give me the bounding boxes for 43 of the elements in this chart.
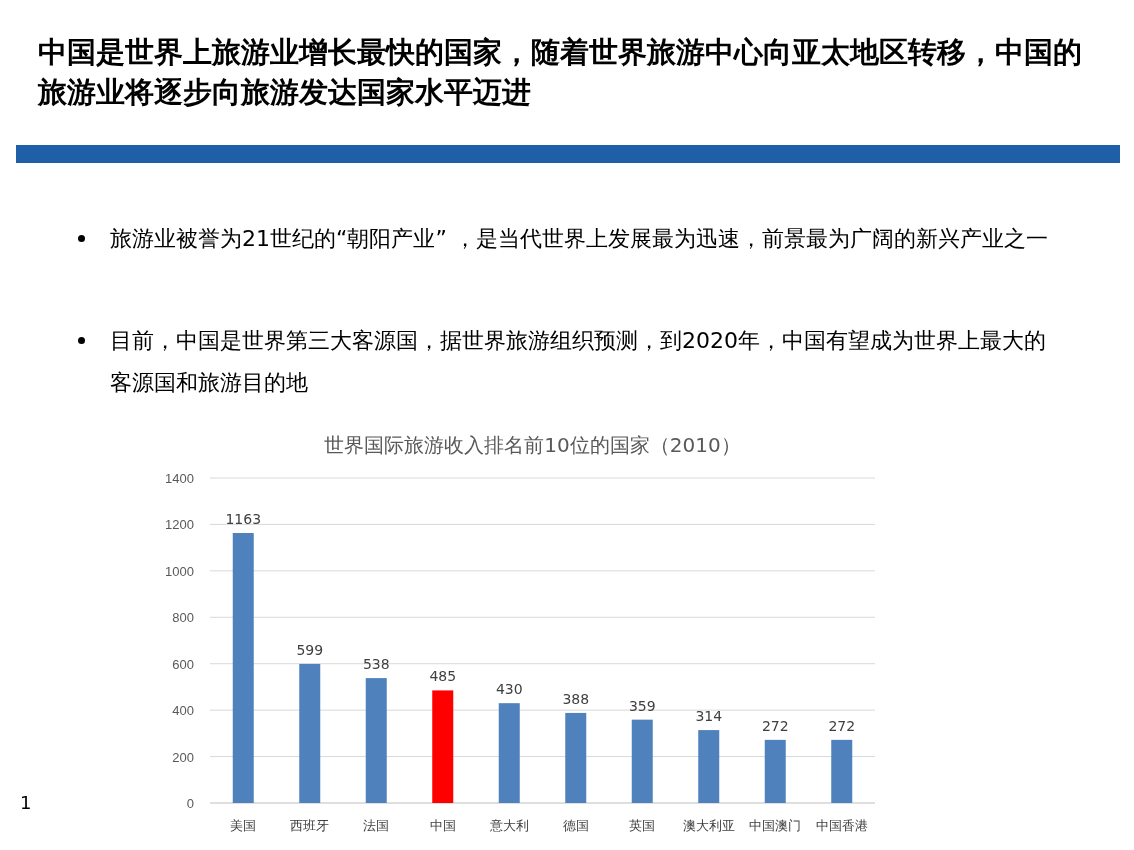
x-tick-label: 美国 [230,818,257,833]
x-tick-label: 英国 [629,818,656,833]
data-label: 388 [562,690,590,707]
text: 目前，中国是世界第三大客源国，据世界旅游组织预测，到2020年，中国有望成为世界上最大的客源国和旅游目的地 [110,328,1046,395]
x-tick-label: 西班牙 [290,818,330,833]
chart-subtitle: 世界国际旅游收入排名前10位的国家（2010） [324,433,741,457]
data-label: 430 [495,681,523,698]
x-tick-label: 中国 [429,818,456,833]
data-label: 272 [828,717,856,734]
data-label: 599 [296,641,324,658]
bar [698,730,720,803]
data-label: 538 [362,656,390,673]
x-tick-label: 德国 [562,818,589,833]
chart-title: 中国是世界上旅游业增长最快的国家，随着世界旅游中心向亚太地区转移，中国的旅游业将逐步向旅游发达国家水平迈进 [38,34,1083,111]
data-label: 1163 [225,511,262,528]
y-tick-label: 0 [186,796,194,811]
bar [498,703,520,803]
bar [232,533,254,803]
bar [565,712,587,803]
y-tick-label: 1400 [165,471,194,486]
text: 旅游业被誉为21世纪的“朝阳产业” ，是当代世界上发展最为迅速，前景最为广阔的新兴产业之一 [110,226,1048,251]
data-label: 485 [429,668,457,685]
data-label: 272 [761,717,789,734]
x-tick-label: 意大利 [488,818,529,833]
y-tick-label: 400 [172,703,194,719]
y-tick-label: 600 [172,656,194,672]
x-tick-label: 中国香港 [815,818,868,833]
text: 1 [20,792,32,813]
x-tick-label: 法国 [363,818,390,833]
x-tick-label: 澳大利亚 [682,818,735,833]
bar [764,739,786,803]
x-tick-label: 中国澳门 [749,818,802,833]
y-tick-label: 800 [172,610,194,626]
bar [365,678,387,803]
data-label: 314 [695,708,723,725]
bar [432,690,454,803]
y-tick-label: 1000 [165,563,194,579]
bar [299,663,321,803]
y-tick-label: 200 [172,749,194,765]
bar [631,719,653,803]
y-tick-label: 1200 [165,517,194,533]
bar [831,739,853,803]
data-label: 359 [628,697,656,714]
